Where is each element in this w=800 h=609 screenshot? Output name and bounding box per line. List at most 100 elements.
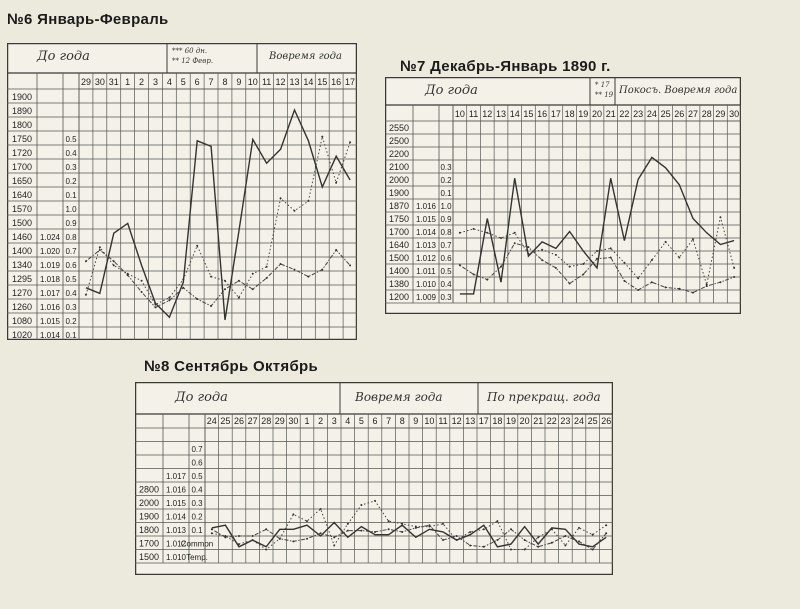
row-density-label: 1.014 (416, 228, 437, 237)
row-percent-label: 0.1 (65, 331, 77, 340)
row-percent-label: Common (181, 540, 213, 549)
day-label: 11 (469, 109, 478, 119)
row-density-label: 1.017 (40, 289, 61, 298)
day-label: 11 (262, 77, 271, 87)
row-density-label: 1.010 (416, 280, 437, 289)
chart8-point (428, 524, 431, 527)
row-percent-label: 0.6 (440, 254, 452, 263)
row-percent-label: 0.1 (65, 191, 77, 200)
chart8-panel: 24 25 26 27 28 29 30 1 2 3 4 5 6 7 8 9 10 11 12 13 17 18 19 20 2… (134, 381, 614, 576)
row-percent-label: 0.3 (65, 163, 77, 172)
chart7-point (609, 256, 612, 259)
day-label: 25 (661, 109, 671, 119)
row-density-label: 1.015 (166, 499, 187, 508)
day-label: 24 (574, 416, 584, 426)
day-label: 26 (601, 416, 611, 426)
row-percent-label: 0.3 (191, 499, 203, 508)
chart6-legend1: *** 60 дн. (172, 47, 208, 55)
chart8-point (292, 540, 295, 543)
day-label: 2 (318, 416, 323, 426)
day-label: 6 (195, 77, 200, 87)
chart8-point (238, 535, 240, 537)
chart8-point (469, 530, 472, 533)
chart7-header-cell2: Покосъ. Вовремя года (619, 85, 738, 96)
chart8-point (455, 539, 458, 542)
chart6-point (349, 264, 352, 267)
chart6-point (98, 246, 101, 249)
chart8-point (265, 528, 268, 531)
row-weight-label: 2000 (139, 498, 159, 508)
row-weight-label: 1900 (12, 92, 32, 102)
chart7-point (500, 265, 502, 268)
chart8-point (278, 537, 281, 540)
chart6-point (307, 200, 310, 202)
chart7-svg: 10 11 12 13 14 15 16 17 18 19 20 21 22 23 24 25 26 27 28 29… (384, 76, 742, 315)
day-label: 18 (565, 109, 575, 119)
day-label: 18 (492, 416, 502, 426)
day-label: 19 (506, 416, 516, 426)
chart7-point (650, 259, 653, 262)
chart7-point (719, 216, 722, 219)
chart8-point (387, 528, 390, 531)
day-label: 19 (578, 109, 588, 119)
chart6-point (279, 263, 282, 265)
chart7-point (650, 281, 653, 284)
row-density-label: 1.014 (166, 513, 187, 522)
row-weight-label: 1900 (389, 188, 409, 198)
chart8-point (578, 526, 580, 529)
day-label: 24 (207, 416, 217, 426)
day-label: 16 (331, 77, 341, 87)
chart8-point (387, 520, 390, 523)
chart6-point (154, 306, 157, 309)
row-density-label: 1.012 (416, 254, 437, 263)
chart6-point (265, 265, 268, 268)
chart7-point (458, 264, 461, 267)
chart6-point (210, 275, 213, 278)
row-density-label: 1.024 (40, 233, 61, 242)
day-label: 5 (181, 77, 186, 87)
day-label: 7 (209, 77, 214, 87)
row-density-label: 1.020 (40, 247, 61, 256)
day-label: 17 (345, 77, 355, 87)
chart6-point (293, 209, 296, 212)
chart7-point (637, 289, 640, 291)
chart7-point (582, 263, 585, 265)
row-weight-label: 1500 (389, 253, 409, 263)
chart6-point (321, 135, 324, 138)
chart7-point (541, 259, 544, 262)
day-label: 21 (606, 109, 616, 119)
day-label: 29 (81, 77, 91, 87)
day-label: 11 (438, 416, 447, 426)
row-percent-label: 0.5 (65, 275, 77, 284)
day-label: 6 (372, 416, 377, 426)
day-label: 27 (248, 416, 258, 426)
chart6-header-cell1: До года (37, 49, 90, 64)
chart8-point (346, 522, 349, 525)
row-percent-label: 0.2 (191, 513, 203, 522)
day-label: 26 (674, 109, 684, 119)
day-label: 21 (533, 416, 543, 426)
day-label: 17 (551, 109, 561, 119)
chart7-point (527, 252, 530, 255)
row-weight-label: 2550 (389, 123, 409, 133)
chart7-point (678, 287, 681, 290)
chart7-point (500, 237, 502, 239)
chart8-title: №8 Сентябрь Октябрь (144, 358, 319, 375)
day-label: 5 (359, 416, 364, 426)
chart6-point (140, 279, 143, 282)
day-label: 28 (702, 109, 712, 119)
chart8-point (510, 528, 512, 531)
chart6-point (335, 249, 338, 251)
row-weight-label: 1260 (12, 302, 32, 312)
chart8-point (482, 528, 485, 531)
chart7-panel: 10 11 12 13 14 15 16 17 18 19 20 21 22 23 24 25 26 27 28 29… (384, 76, 742, 315)
chart7-point (486, 278, 489, 281)
chart8-point (265, 548, 268, 551)
chart8-point (401, 530, 404, 533)
day-label: 12 (482, 109, 492, 119)
day-label: 10 (455, 109, 465, 119)
row-density-label: 1.011 (416, 267, 436, 276)
chart6-point (84, 260, 87, 263)
row-weight-label: 1020 (12, 330, 32, 340)
chart7-legend2: ** 19 (595, 91, 614, 99)
